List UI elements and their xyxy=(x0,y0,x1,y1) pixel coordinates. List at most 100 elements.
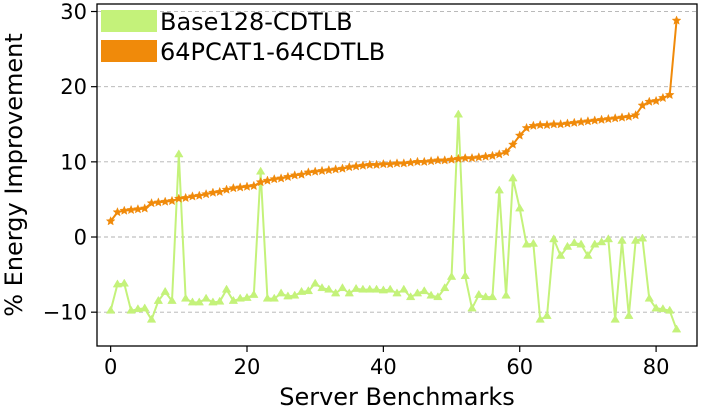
data-point xyxy=(453,153,464,163)
data-point xyxy=(337,163,348,173)
data-point xyxy=(392,158,402,168)
data-point xyxy=(371,284,382,293)
data-point xyxy=(405,292,416,301)
data-point xyxy=(583,116,593,126)
data-point xyxy=(426,155,436,166)
data-point xyxy=(487,150,498,160)
data-point xyxy=(521,239,532,248)
axis-ticks: −10 0 10 20 30 0 20 40 60 80 xyxy=(43,0,670,379)
data-point xyxy=(658,304,668,313)
data-point xyxy=(671,324,682,333)
data-point xyxy=(221,284,232,293)
data-point xyxy=(344,161,355,172)
data-point xyxy=(548,119,559,129)
data-point xyxy=(487,292,498,301)
data-point xyxy=(535,119,546,130)
data-point xyxy=(514,130,525,140)
data-point xyxy=(494,185,504,194)
data-point xyxy=(337,283,348,292)
data-point xyxy=(146,314,157,323)
data-point xyxy=(412,288,423,297)
data-point xyxy=(590,239,600,248)
series-line xyxy=(109,113,678,330)
series-layer xyxy=(105,15,682,333)
data-point xyxy=(167,195,177,206)
data-point xyxy=(255,177,266,187)
legend-label: 64PCAT1-64CDTLB xyxy=(160,38,385,66)
data-point xyxy=(317,283,327,292)
data-point xyxy=(460,271,470,280)
data-point xyxy=(480,292,491,301)
data-point xyxy=(140,303,150,312)
data-point xyxy=(412,156,423,166)
data-point xyxy=(208,187,218,197)
data-point xyxy=(323,164,334,175)
data-point xyxy=(542,310,552,319)
data-point xyxy=(330,288,341,297)
data-point xyxy=(637,100,648,110)
data-point xyxy=(255,166,266,175)
data-point xyxy=(187,191,198,201)
data-point xyxy=(269,293,279,302)
data-point xyxy=(549,234,559,243)
data-point xyxy=(637,233,648,242)
plot-frame xyxy=(96,3,698,347)
data-point xyxy=(215,296,225,305)
data-point xyxy=(494,149,505,159)
data-point xyxy=(283,171,293,182)
data-point xyxy=(419,286,429,295)
data-point xyxy=(133,204,143,214)
data-point xyxy=(603,234,614,243)
y-tick-label: 0 xyxy=(74,226,87,250)
data-point xyxy=(542,119,552,130)
data-point xyxy=(201,293,211,302)
data-point xyxy=(228,295,239,304)
x-tick-label: 20 xyxy=(234,355,261,379)
data-point xyxy=(276,173,286,183)
data-point xyxy=(133,304,143,313)
data-point xyxy=(610,314,620,323)
data-point xyxy=(569,117,580,127)
data-point xyxy=(290,290,300,299)
data-point xyxy=(194,297,204,306)
data-point xyxy=(105,216,116,226)
legend-swatch xyxy=(101,10,157,32)
data-point xyxy=(433,292,443,301)
data-point xyxy=(589,115,600,125)
data-point xyxy=(583,250,593,259)
data-point xyxy=(208,297,218,306)
data-point xyxy=(644,293,654,302)
data-point xyxy=(658,92,668,103)
data-point xyxy=(262,293,273,302)
data-point xyxy=(439,155,450,165)
data-point xyxy=(242,292,252,301)
data-point xyxy=(153,197,164,207)
x-tick-label: 40 xyxy=(370,355,397,379)
data-point xyxy=(310,278,320,287)
data-point xyxy=(235,182,246,192)
data-point xyxy=(289,170,300,180)
data-point xyxy=(276,288,286,297)
data-point xyxy=(665,305,675,314)
data-point xyxy=(310,166,321,176)
data-point xyxy=(296,169,307,179)
data-point xyxy=(330,164,341,174)
data-point xyxy=(671,15,682,25)
data-point xyxy=(508,139,518,149)
data-point xyxy=(433,155,443,165)
data-point xyxy=(617,112,627,122)
data-point xyxy=(228,183,239,193)
data-point xyxy=(187,297,198,306)
data-point xyxy=(467,303,477,312)
data-point xyxy=(235,293,245,302)
legend-swatch xyxy=(101,40,157,62)
data-point xyxy=(596,237,607,246)
data-point xyxy=(174,149,184,158)
data-point xyxy=(119,205,130,215)
data-point xyxy=(426,290,436,299)
data-point xyxy=(262,175,273,185)
x-tick-label: 60 xyxy=(506,355,533,379)
data-point xyxy=(269,174,280,184)
